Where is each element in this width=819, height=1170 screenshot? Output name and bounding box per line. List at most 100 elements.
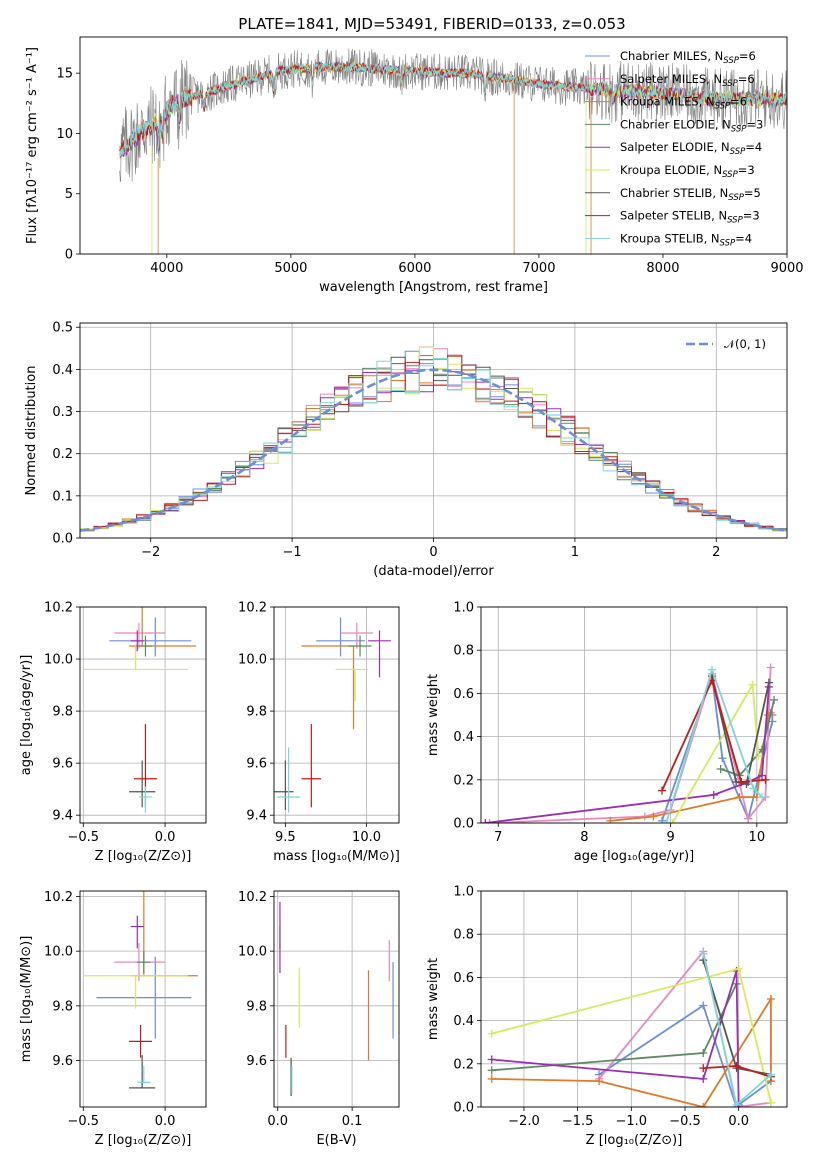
weight-point-kroupa_stelib — [732, 1100, 741, 1107]
weight-line-chabrier_miles — [598, 1004, 772, 1107]
tick-label-x: 0.1 — [342, 1114, 363, 1129]
tick-label-y: 9.4 — [52, 809, 73, 824]
weight-point-salpeter_miles — [766, 663, 775, 672]
legend-suffix: =3 — [743, 209, 760, 223]
weight-point-kroupa_miles — [606, 816, 615, 823]
legend-sub: SSP — [722, 170, 738, 180]
tick-label-y: 9.6 — [246, 1054, 267, 1069]
weight-point-kroupa_stelib — [699, 949, 708, 958]
tick-label-y: 10.2 — [44, 890, 73, 905]
axes-frame — [79, 322, 788, 539]
tick-label-x: 9.5 — [275, 830, 296, 845]
tick-label-y: 10.0 — [238, 945, 267, 960]
weight-point-kroupa_stelib — [662, 819, 671, 823]
tick-label-y: 0.1 — [52, 489, 73, 504]
axes-frame — [79, 890, 207, 1108]
axes-frame — [79, 606, 207, 824]
tick-label-x: 7000 — [522, 261, 555, 276]
figure-title: PLATE=1841, MJD=53491, FIBERID=0133, z=0… — [238, 15, 625, 33]
legend-entry-kroupa_elodie: Kroupa ELODIE, NSSP=3 — [620, 163, 755, 180]
axis-label-y: mass weight — [426, 674, 441, 756]
tick-label-y: 0.0 — [453, 1101, 474, 1116]
spectrum-data-line — [119, 48, 787, 182]
weight-point-kroupa_stelib — [749, 784, 758, 793]
legend-name: Chabrier ELODIE, N — [620, 117, 731, 131]
residual-legend: 𝒩(0, 1) — [686, 337, 766, 351]
tick-label-y: 9.6 — [52, 1054, 73, 1069]
weight-point-salpeter_stelib — [658, 786, 667, 795]
tick-label-y: 10.2 — [238, 601, 267, 616]
tick-label-x: −0.5 — [669, 1114, 701, 1129]
legend-entry-chabrier_miles: Chabrier MILES, NSSP=6 — [620, 49, 756, 66]
model-line-kroupa_stelib — [119, 61, 787, 157]
axis-label-x: age [log₁₀(age/yr)] — [574, 849, 695, 864]
weight-point-salpeter_stelib — [699, 1064, 708, 1073]
weight-point-salpeter_miles — [485, 819, 494, 823]
tick-label-y: 0.8 — [453, 928, 474, 943]
weight-point-kroupa_stelib — [758, 793, 767, 802]
legend-suffix: =3 — [738, 163, 755, 177]
errorbar-chabrier_elodie — [138, 635, 152, 657]
weight-point-chabrier_elodie — [487, 1066, 496, 1075]
weight_vs_age-lines — [481, 663, 779, 823]
weight-point-kroupa_miles — [699, 1103, 708, 1107]
legend-entry-kroupa_miles: Kroupa MILES, NSSP=6 — [620, 95, 747, 112]
tick-label-y: 9.8 — [52, 999, 73, 1014]
tick-label-x: 0 — [429, 545, 437, 560]
axis-label-x: Z [log₁₀(Z/Z⊙)] — [586, 1133, 683, 1148]
weight-point-salpeter_stelib — [737, 777, 746, 786]
legend-sub: SSP — [731, 124, 747, 134]
weight-point-chabrier_miles — [718, 754, 727, 763]
tick-label-y: 10.0 — [44, 653, 73, 668]
axis-label-y: mass [log₁₀(M/M⊙)] — [19, 936, 34, 1063]
axis-label-y: Flux [fλ10⁻¹⁷ erg cm⁻² s⁻¹ A⁻¹] — [25, 47, 40, 244]
tick-label-x: −0.5 — [67, 830, 99, 845]
tick-label-y: 9.8 — [52, 705, 73, 720]
errorbar-chabrier_miles — [316, 617, 365, 657]
tick-label-y: 9.8 — [246, 705, 267, 720]
legend-entry-chabrier_stelib: Chabrier STELIB, NSSP=5 — [620, 186, 761, 203]
axis-label-x: Z [log₁₀(Z/Z⊙)] — [95, 1133, 192, 1148]
legend-name: Chabrier STELIB, N — [620, 186, 728, 200]
tick-label-x: 0.0 — [155, 830, 176, 845]
axes-frame — [79, 36, 788, 255]
errorbar-chabrier_miles — [109, 617, 192, 657]
legend-name: Salpeter ELODIE, N — [620, 140, 730, 154]
errorbar-kroupa_elodie — [83, 975, 188, 1009]
weight-point-salpeter_elodie — [758, 771, 767, 780]
tick-label-y: 10 — [56, 127, 73, 142]
tick-label-y: 0.2 — [453, 773, 474, 788]
errorbar-kroupa_stelib — [277, 747, 300, 813]
legend-suffix: =6 — [738, 72, 755, 86]
weight-point-salpeter_elodie — [481, 819, 490, 823]
weight-point-salpeter_stelib — [761, 775, 770, 784]
weight-line-salpeter_elodie — [485, 686, 770, 823]
errorbar-chabrier_elodie — [348, 635, 372, 657]
errorbar-salpeter_stelib — [301, 724, 322, 808]
weight-line-salpeter_elodie — [491, 970, 740, 1107]
tick-label-y: 0.4 — [52, 363, 73, 378]
legend-suffix: =6 — [730, 95, 747, 109]
errorbar-chabrier_stelib — [129, 760, 156, 808]
weight-point-chabrier_elodie — [716, 765, 725, 773]
legend-entry-gaussian: 𝒩(0, 1) — [724, 337, 766, 351]
tick-label-y: 9.6 — [52, 757, 73, 772]
tick-label-y: 10.0 — [44, 945, 73, 960]
tick-label-x: 0.0 — [728, 1114, 749, 1129]
tick-label-y: 0.4 — [453, 730, 474, 745]
axes-frame — [480, 606, 788, 824]
mass_vs_Z-points — [83, 891, 198, 1089]
weight-point-chabrier_miles — [699, 1001, 708, 1010]
errorbar-salpeter_elodie — [368, 630, 391, 678]
tick-label-x: 8 — [580, 830, 588, 845]
tick-label-x: −2.0 — [508, 1114, 540, 1129]
legend-suffix: =4 — [735, 231, 752, 245]
tick-label-y: 0.2 — [453, 1057, 474, 1072]
axis-label-x: E(B-V) — [316, 1133, 356, 1148]
tick-label-y: 9.4 — [246, 809, 267, 824]
legend-entry-salpeter_miles: Salpeter MILES, NSSP=6 — [620, 72, 755, 89]
errorbar-kroupa_stelib — [138, 786, 152, 813]
tick-label-y: 0.8 — [453, 644, 474, 659]
errorbar-salpeter_elodie — [130, 630, 144, 652]
errorbar-kroupa_elodie — [83, 646, 188, 671]
